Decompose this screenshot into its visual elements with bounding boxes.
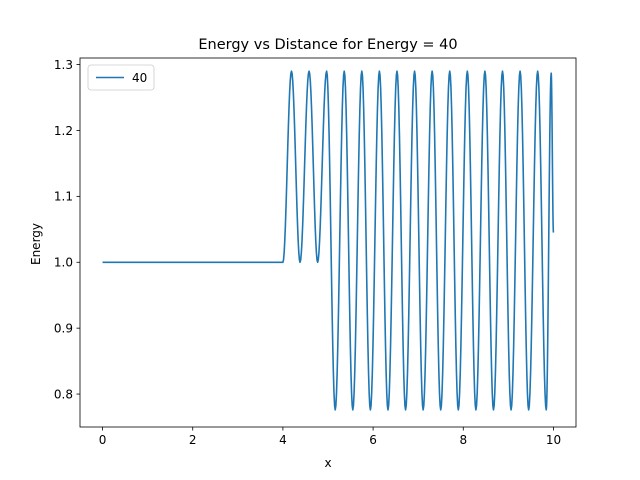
x-axis-label: x — [324, 456, 331, 470]
x-axis: 0 2 4 6 8 10 — [99, 427, 561, 447]
x-tick-label: 2 — [189, 433, 197, 447]
y-tick-label: 1.2 — [54, 124, 73, 138]
x-tick-label: 6 — [369, 433, 377, 447]
y-tick-label: 1.3 — [54, 58, 73, 72]
y-axis-label: Energy — [29, 223, 43, 265]
y-tick-label: 1.0 — [54, 256, 73, 270]
y-axis: 0.8 0.9 1.0 1.1 1.2 1.3 — [54, 58, 80, 401]
y-tick-label: 0.8 — [54, 387, 73, 401]
legend-label: 40 — [132, 71, 147, 85]
plot-area — [79, 57, 577, 428]
legend: 40 — [87, 64, 155, 91]
chart-title: Energy vs Distance for Energy = 40 — [198, 37, 457, 53]
y-tick-label: 1.1 — [54, 190, 73, 204]
x-tick-label: 0 — [99, 433, 107, 447]
x-tick-label: 4 — [279, 433, 287, 447]
x-tick-label: 10 — [546, 433, 561, 447]
series-line-40 — [102, 70, 555, 411]
x-tick-label: 8 — [459, 433, 467, 447]
y-tick-label: 0.9 — [54, 321, 73, 335]
axes-frame — [79, 57, 577, 428]
